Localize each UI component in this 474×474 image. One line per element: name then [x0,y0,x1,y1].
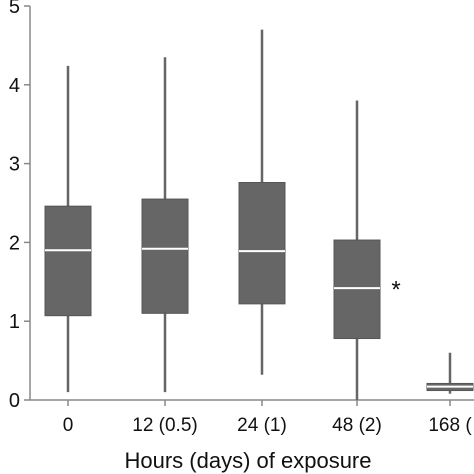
box-4 [426,352,474,394]
box-body [44,205,92,317]
box-3 [333,100,381,400]
x-tick-label: 48 (2) [332,415,382,436]
y-tick-label: 5 [9,0,20,18]
x-tick-label: 0 [63,415,74,436]
box-body [333,239,381,340]
plot-frame [29,6,474,401]
annotations: * [391,277,400,304]
y-tick-label: 3 [9,154,20,176]
x-tick-label: 24 (1) [237,415,287,436]
box-body [141,198,189,314]
boxes [44,29,474,400]
box-0 [44,65,92,393]
y-tick-label: 2 [9,232,20,254]
box-2 [238,29,286,375]
x-axis-label: Hours (days) of exposure [125,448,372,473]
y-tick-label: 0 [9,390,20,412]
y-axis: 0 1 2 3 4 5 [9,0,30,412]
y-tick-label: 4 [9,75,20,97]
x-axis: 0 12 (0.5) 24 (1) 48 (2) 168 ( [63,400,472,436]
x-tick-label: 12 (0.5) [132,415,197,436]
box-body [238,182,286,305]
x-tick-label: 168 ( [428,415,472,436]
significance-marker: * [391,277,400,304]
y-tick-label: 1 [9,311,20,333]
box-1 [141,57,189,393]
